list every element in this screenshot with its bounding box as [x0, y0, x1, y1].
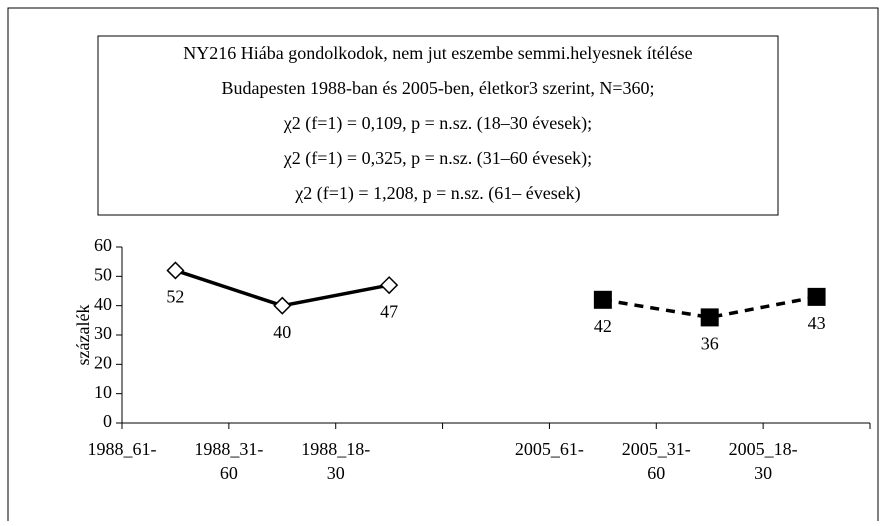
title-box [97, 35, 779, 216]
marker [380, 276, 399, 295]
x-tick-label: 2005_18-30 [728, 439, 798, 483]
data-label: 36 [701, 334, 719, 354]
y-tick-label: 60 [94, 235, 112, 255]
x-tick-label-text: 2005_18-30 [728, 439, 798, 483]
marker [166, 261, 185, 280]
data-label: 40 [273, 322, 291, 342]
x-tick-label: 2005_31-60 [621, 439, 691, 483]
marker [273, 296, 292, 315]
chart-title: Budapesten 1988-ban és 2005-ben, életkor… [221, 78, 654, 98]
x-tick-label-text: 1988_61- [87, 439, 157, 459]
marker [807, 287, 826, 306]
data-label: 43 [808, 313, 826, 333]
y-axis-label: százalék [73, 305, 93, 366]
y-tick-label: 30 [94, 323, 112, 343]
x-tick-label-text: 1988_31-60 [194, 439, 264, 483]
data-label: 52 [166, 287, 184, 307]
x-tick-label: 1988_31-60 [194, 439, 264, 483]
chart-title: χ2 (f=1) = 0,325, p = n.sz. (31–60 évese… [283, 148, 592, 169]
data-label: 42 [594, 316, 612, 336]
chart-title: χ2 (f=1) = 1,208, p = n.sz. (61– évesek) [294, 183, 580, 204]
data-label: 47 [380, 301, 398, 321]
x-tick-label-text: 1988_18-30 [301, 439, 371, 483]
y-tick-label: 10 [94, 382, 112, 402]
series-line [602, 295, 817, 320]
chart-title: NY216 Hiába gondolkodok, nem jut eszembe… [183, 43, 692, 63]
y-tick-label: 0 [103, 411, 112, 431]
x-tick-label-text: 2005_31-60 [621, 439, 691, 483]
y-tick-label: 40 [94, 294, 112, 314]
x-tick-label: 1988_61- [87, 439, 157, 459]
marker [700, 308, 719, 327]
x-tick-label: 2005_61- [514, 439, 584, 459]
x-tick-label-text: 2005_61- [514, 439, 584, 459]
y-tick-label: 50 [94, 264, 112, 284]
x-tick-label: 1988_18-30 [301, 439, 371, 483]
chart-title: χ2 (f=1) = 0,109, p = n.sz. (18–30 évese… [283, 113, 592, 134]
y-tick-label: 20 [94, 352, 112, 372]
marker [593, 290, 612, 309]
